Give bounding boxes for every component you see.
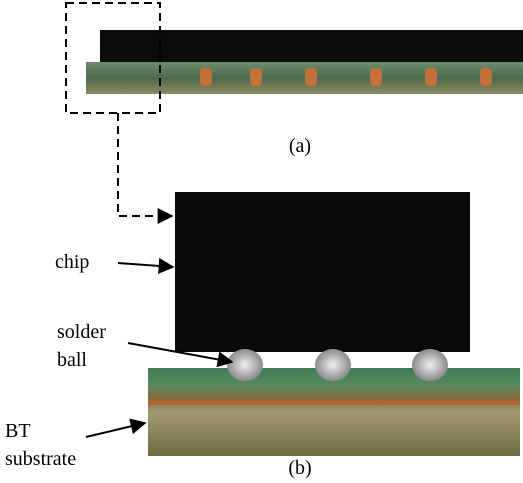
- figure: (a) chip solder ball BT substrate (b): [0, 0, 523, 483]
- zoom-connector: [118, 113, 172, 216]
- annotation: substrate: [5, 448, 76, 470]
- photo-b: [148, 192, 520, 456]
- arrow: [118, 263, 173, 267]
- annotation: ball: [57, 349, 87, 371]
- annotation: solder: [57, 321, 106, 343]
- arrow: [86, 423, 145, 437]
- annotation: BT: [5, 420, 31, 442]
- panel-label: (b): [288, 457, 311, 479]
- panel-label: (a): [289, 135, 311, 157]
- annotation: chip: [55, 251, 89, 273]
- photo-a: [86, 30, 523, 94]
